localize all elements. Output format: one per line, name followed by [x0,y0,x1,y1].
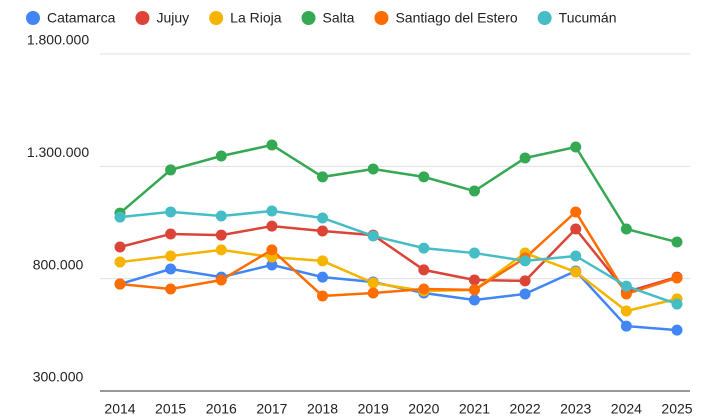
legend-marker [26,11,40,25]
point [570,223,582,235]
legend-label: Catamarca [47,10,116,26]
point [570,250,582,262]
point [215,244,227,256]
x-tick-label: 2025 [661,401,692,417]
point [317,171,329,183]
point [671,298,683,310]
point [418,242,430,254]
y-tick-label: 300.000 [33,369,84,385]
point [215,229,227,241]
y-tick-label: 1.800.000 [27,32,89,48]
series-line [119,210,678,298]
point [418,264,430,276]
point [317,255,329,267]
point [317,290,329,302]
legend-label: La Rioja [230,10,282,26]
legend-marker [537,11,552,25]
legend-label: Santiago del Estero [395,10,517,26]
point [570,206,582,218]
x-tick-label: 2024 [611,401,642,417]
x-tick-label: 2014 [104,401,135,417]
legend-label: Jujuy [156,10,189,26]
point [468,247,480,259]
point [317,225,329,237]
point [620,223,632,235]
point [519,275,531,287]
series-line [119,263,678,332]
legend-marker [135,11,150,25]
legend-marker [209,11,224,25]
point [215,150,227,162]
legend-label: Tucumán [559,10,617,26]
x-tick-label: 2023 [560,401,591,417]
point [317,212,329,224]
point [620,288,632,300]
point [620,320,632,332]
point [317,271,329,283]
point [114,256,126,268]
point [367,230,379,242]
point [215,210,227,222]
point [671,324,683,336]
point [165,283,177,295]
point [114,278,126,290]
point [266,139,278,151]
legend-marker [301,11,316,25]
x-tick-label: 2020 [408,401,439,417]
x-tick-label: 2022 [510,401,541,417]
y-tick-label: 800.000 [33,256,84,272]
point [570,141,582,153]
point [620,280,632,292]
point [519,255,531,267]
point [468,274,480,286]
x-tick-label: 2017 [256,401,287,417]
point [620,305,632,317]
point [165,250,177,262]
legend-marker [374,11,389,25]
x-tick-label: 2016 [206,401,237,417]
point [114,211,126,223]
point [367,287,379,299]
point [266,205,278,217]
point [367,163,379,175]
point [165,164,177,176]
point [165,228,177,240]
point [468,294,480,306]
x-tick-label: 2018 [307,401,338,417]
point [468,284,480,296]
y-tick-label: 1.300.000 [27,144,89,160]
point [671,236,683,248]
point [519,288,531,300]
point [215,274,227,286]
series-line [119,224,678,294]
point [367,277,379,289]
x-tick-label: 2015 [155,401,186,417]
x-tick-label: 2019 [358,401,389,417]
point [418,171,430,183]
point [570,266,582,278]
point [114,241,126,253]
legend-label: Salta [323,10,355,26]
point [266,259,278,271]
point [165,206,177,218]
point [671,272,683,284]
point [266,244,278,256]
point [519,152,531,164]
x-tick-label: 2021 [459,401,490,417]
series-line [119,209,678,306]
point [165,263,177,275]
point [266,220,278,232]
series-line [119,248,678,313]
point [468,185,480,197]
point [418,283,430,295]
series-line [119,143,678,244]
